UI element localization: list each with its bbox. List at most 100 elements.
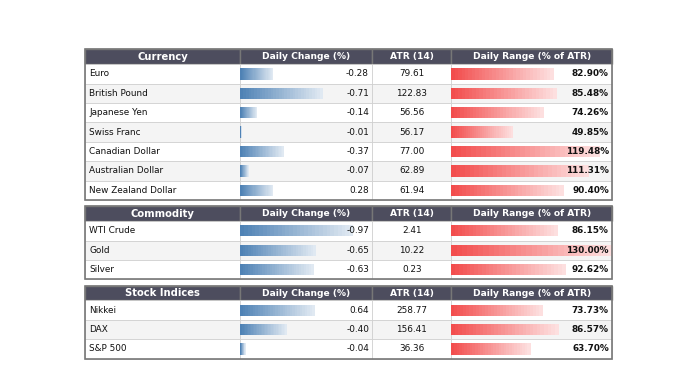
Bar — [512, 324, 516, 335]
Bar — [483, 225, 488, 237]
Bar — [520, 68, 524, 80]
Bar — [276, 324, 278, 335]
Text: Daily Change (%): Daily Change (%) — [262, 289, 350, 297]
Bar — [281, 146, 282, 157]
Bar — [519, 225, 523, 237]
Bar — [278, 245, 282, 256]
Bar — [486, 146, 491, 157]
Bar — [547, 165, 553, 177]
Bar — [297, 305, 301, 316]
Bar — [244, 343, 245, 355]
Bar — [524, 264, 528, 275]
Bar — [244, 165, 245, 177]
Bar — [480, 126, 483, 138]
Bar — [511, 225, 515, 237]
Bar — [243, 68, 244, 80]
Bar — [476, 107, 479, 118]
Bar — [272, 68, 273, 80]
Bar — [456, 165, 461, 177]
Bar — [490, 264, 494, 275]
Bar — [461, 146, 466, 157]
Bar — [511, 126, 513, 138]
Bar — [462, 264, 467, 275]
Bar — [456, 146, 462, 157]
Bar — [241, 343, 242, 355]
Bar — [85, 206, 241, 221]
Bar — [249, 88, 252, 99]
Bar — [543, 245, 548, 256]
Bar — [243, 107, 244, 118]
Bar — [569, 146, 575, 157]
Text: Daily Range (% of ATR): Daily Range (% of ATR) — [473, 52, 591, 61]
Bar — [273, 324, 275, 335]
Bar — [569, 245, 575, 256]
Bar — [252, 107, 254, 118]
Bar — [469, 68, 473, 80]
Bar — [250, 146, 252, 157]
Bar — [476, 225, 480, 237]
Bar — [543, 165, 548, 177]
Bar — [467, 245, 473, 256]
Bar — [533, 225, 537, 237]
Bar — [496, 68, 500, 80]
Bar — [513, 68, 517, 80]
Bar — [248, 225, 252, 237]
Bar — [259, 68, 260, 80]
Bar — [511, 165, 516, 177]
Bar — [529, 225, 533, 237]
Bar — [469, 225, 473, 237]
Bar — [252, 107, 253, 118]
Bar — [262, 185, 264, 196]
Bar — [304, 225, 309, 237]
Bar — [319, 225, 324, 237]
Bar — [508, 88, 511, 99]
Bar — [466, 324, 470, 335]
Bar — [478, 126, 481, 138]
Bar — [245, 185, 246, 196]
Bar — [272, 185, 273, 196]
Bar — [537, 305, 540, 316]
Bar — [243, 146, 245, 157]
Bar — [521, 245, 527, 256]
Bar — [459, 185, 463, 196]
Bar — [452, 305, 455, 316]
Bar — [515, 305, 519, 316]
Bar — [241, 165, 242, 177]
Text: 111.31%: 111.31% — [566, 167, 609, 176]
Bar — [260, 324, 262, 335]
Bar — [452, 286, 612, 300]
Bar — [458, 225, 462, 237]
Text: S&P 500: S&P 500 — [89, 344, 126, 353]
Text: -0.40: -0.40 — [346, 325, 369, 334]
Bar — [85, 180, 241, 200]
Text: 0.64: 0.64 — [350, 306, 369, 315]
Bar — [496, 146, 501, 157]
Bar — [452, 300, 612, 320]
Bar — [315, 88, 318, 99]
Bar — [85, 241, 241, 260]
Bar — [494, 126, 497, 138]
Bar — [279, 324, 282, 335]
Bar — [258, 146, 260, 157]
Bar — [372, 339, 452, 359]
Bar — [263, 245, 266, 256]
Bar — [290, 88, 293, 99]
Bar — [498, 324, 502, 335]
Bar — [475, 305, 479, 316]
Bar — [472, 68, 476, 80]
Text: Stock Indices: Stock Indices — [125, 288, 200, 298]
Bar — [250, 107, 251, 118]
Bar — [303, 305, 305, 316]
Bar — [273, 88, 277, 99]
Bar — [458, 126, 460, 138]
Bar — [85, 123, 241, 142]
Text: 61.94: 61.94 — [399, 186, 424, 195]
Bar — [596, 245, 602, 256]
Bar — [372, 241, 452, 260]
Bar — [85, 50, 612, 200]
Bar — [468, 126, 471, 138]
Bar — [452, 225, 456, 237]
Bar — [530, 146, 536, 157]
Text: Commodity: Commodity — [131, 209, 194, 219]
Bar — [256, 185, 258, 196]
